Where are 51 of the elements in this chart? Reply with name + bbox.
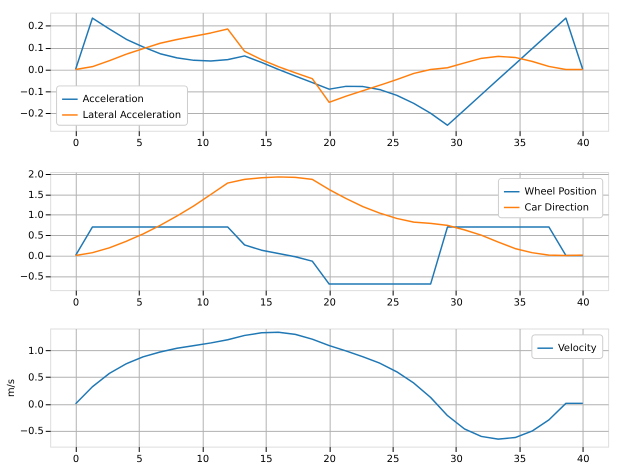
y-tick-label: 0.0 (28, 399, 44, 410)
x-tick-label: 20 (323, 454, 336, 465)
y-tick-label: −0.2 (20, 108, 44, 120)
y-axis-title: m/s (6, 379, 17, 398)
line-series (74, 17, 584, 126)
y-tick-label: 0.1 (28, 43, 44, 54)
y-tick-label: 0.0 (28, 64, 44, 76)
x-tick-label: 40 (577, 297, 590, 308)
x-tick-label: 25 (386, 297, 400, 308)
legend-label: Acceleration (82, 94, 144, 106)
x-tick-label: 15 (260, 297, 273, 308)
y-tick-label: −0.5 (20, 271, 44, 282)
y-tick-label: 0.2 (28, 21, 44, 32)
x-tick-label: 35 (514, 138, 526, 149)
y-tick-label: 1.5 (28, 190, 44, 201)
x-tick-label: 10 (196, 297, 210, 308)
x-tick-label: 15 (260, 454, 273, 465)
x-tick-label: 35 (514, 454, 526, 465)
legend-label: Lateral Acceleration (82, 110, 182, 121)
x-tick-label: 30 (450, 297, 463, 308)
x-tick-label: 20 (323, 138, 336, 149)
y-tick-label: −0.1 (20, 86, 44, 98)
y-tick-label: 1.0 (28, 346, 44, 357)
x-tick-label: 5 (136, 454, 143, 465)
y-tick-label: 0.5 (28, 372, 44, 384)
x-tick-label: 10 (196, 138, 210, 149)
x-tick-label: 10 (196, 454, 210, 465)
x-tick-label: 0 (72, 138, 80, 149)
x-tick-label: 25 (386, 454, 400, 465)
y-tick-label: 0.5 (28, 230, 44, 242)
x-tick-label: 5 (136, 138, 143, 149)
x-tick-label: 40 (577, 138, 590, 149)
x-tick-label: 20 (323, 297, 336, 308)
y-tick-label: 1.0 (28, 210, 44, 222)
y-tick-label: −0.5 (20, 426, 44, 438)
y-tick-label: 2.0 (28, 170, 44, 181)
x-tick-label: 0 (72, 454, 80, 465)
legend-label: Wheel Position (524, 186, 597, 198)
legend-label: Car Direction (524, 202, 589, 214)
line-series (74, 226, 584, 285)
x-tick-label: 25 (386, 138, 400, 149)
x-tick-label: 35 (514, 297, 526, 308)
x-tick-label: 30 (450, 454, 463, 465)
x-tick-label: 40 (577, 454, 590, 465)
legend-label: Velocity (558, 343, 597, 354)
x-tick-label: 30 (450, 138, 463, 149)
x-tick-label: 0 (72, 297, 80, 308)
y-tick-label: 0.0 (28, 250, 44, 262)
x-tick-label: 15 (260, 138, 273, 149)
line-series (74, 28, 584, 104)
x-tick-label: 5 (136, 297, 143, 308)
